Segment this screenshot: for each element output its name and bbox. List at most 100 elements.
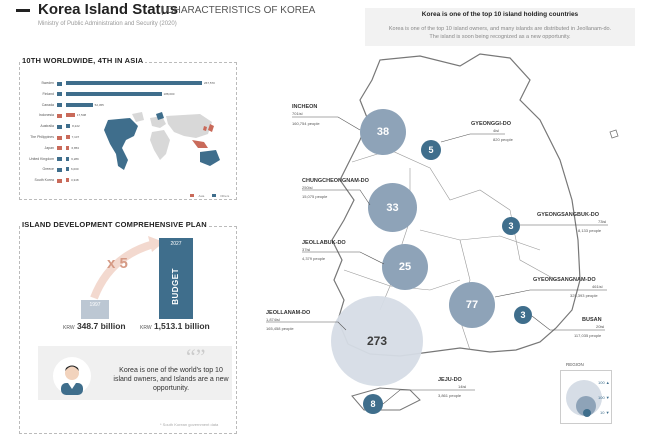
legend-asia-swatch [190, 194, 194, 197]
country-bar [66, 156, 70, 161]
circle-busan: 3 [514, 306, 532, 324]
highlight-line-1: Korea is one of the top 10 island owners… [388, 26, 612, 32]
label-jeonnam: JEOLLANAM-DO [266, 310, 311, 316]
country-flag-icon [57, 103, 62, 108]
stat-gyeongbuk-islands: 73isl [598, 219, 607, 224]
map-korea [203, 126, 207, 131]
stat-jeonbuk-people: 4,379 people [302, 256, 326, 261]
growth-arrow [90, 236, 164, 300]
label-chungnam: CHUNGCHEONGNAM-DO [302, 178, 369, 184]
map-europe [150, 116, 166, 128]
stat-gyeonggi-people: 820 people [493, 137, 513, 142]
country-name: Canada [41, 102, 54, 107]
country-bar [66, 81, 202, 85]
quote-marks-icon: “” [186, 344, 206, 369]
page-title: Korea Island Status [38, 1, 179, 18]
country-flag-icon [57, 135, 62, 140]
country-value: 8,222 [72, 124, 80, 129]
country-bar [66, 113, 75, 118]
world-map [104, 112, 220, 170]
country-value: 52,455 [94, 102, 104, 107]
country-name: The Philippines [30, 135, 54, 139]
country-name: Japan [44, 145, 54, 150]
legend-50-label: 100 [598, 395, 605, 400]
country-value: 6,853 [71, 145, 79, 150]
country-flag-icon [57, 157, 62, 162]
korea-border-3 [419, 229, 541, 251]
legend-asia-label: Asia [198, 194, 205, 198]
budget-bar-2027 [159, 238, 193, 319]
country-flag-icon [57, 124, 62, 129]
country-bar [66, 91, 162, 96]
country-flag-icon [57, 92, 62, 97]
year-2027: 2027 [170, 241, 182, 247]
country-name: Australia [40, 124, 54, 129]
country-bar [66, 167, 70, 172]
legend-circle-mid [576, 396, 596, 416]
stat-incheon-people: 160,754 people [292, 121, 320, 126]
country-value: 6,289 [71, 156, 79, 161]
growth-arrow-curve [90, 240, 156, 300]
country-value: 267,570 [204, 81, 215, 85]
country-flag-icon [57, 81, 62, 86]
stat-busan-people: 117,035 people [574, 333, 602, 338]
ranking-row: United Kingdom 6,289 [0, 156, 240, 163]
highlight-line-2: The island is soon being recognized as a… [429, 34, 571, 40]
ranking-heading: 10TH WORLDWIDE, 4TH IN ASIA [20, 56, 146, 65]
map-australia [200, 150, 220, 166]
legend-50: 100 ▼ [598, 395, 610, 400]
label-gyeongbuk: GYEONGSANGBUK-DO [537, 212, 600, 218]
map-japan [208, 124, 214, 132]
map-scandinavia [156, 112, 164, 120]
country-value: 17,508 [76, 113, 87, 118]
source-note: * South Korean government data [160, 422, 219, 427]
circle-gyeongbuk: 3 [502, 217, 520, 235]
highlight-title: Korea is one of the top 10 island holdin… [421, 11, 579, 18]
amount-2027-value: 1,513.1 billion [153, 321, 210, 331]
country-name: Greece [42, 167, 54, 172]
stat-incheon-islands: 701isl [292, 111, 303, 116]
amount-1997-unit: KRW [63, 325, 75, 331]
legend-10: 10 ▼ [600, 410, 610, 415]
legend-other-label: Others [220, 194, 230, 198]
country-value: 188,000 [163, 91, 175, 96]
label-busan: BUSAN [582, 317, 602, 323]
stat-jeonnam-islands: 1,874isl [266, 317, 280, 322]
country-bar [66, 124, 71, 129]
country-flag-icon [57, 178, 62, 183]
ranking-row: Japan 6,853 [0, 145, 240, 152]
country-name: Finland [42, 91, 54, 96]
legend-other-swatch [211, 194, 216, 197]
ranking-legend: Asia Others [190, 184, 229, 202]
stat-jeju-people: 3,861 people [438, 393, 462, 398]
ranking-row: Australia 8,222 [0, 123, 240, 130]
budget-bar-1997 [81, 300, 109, 319]
ranking-row: Sweden 267,570 [0, 80, 240, 87]
amount-1997: KRW 348.7 billion [63, 321, 126, 331]
stat-gyeongnam-people: 325,393 people [570, 293, 598, 298]
country-flag-icon [57, 146, 62, 151]
ranking-row: The Philippines 7,107 [0, 134, 240, 141]
legend-10-label: 10 [600, 410, 605, 415]
legend-100-label: 100 [598, 380, 605, 385]
circle-gyeongnam: 77 [449, 282, 495, 328]
amount-2027-unit: KRW [140, 325, 152, 331]
ranking-chart: Sweden 267,570 Finland 188,000 Canada 52,455 I… [0, 80, 240, 190]
label-incheon: INCHEON [292, 104, 318, 110]
circle-gyeonggi: 5 [421, 140, 441, 160]
stat-jeonbuk-islands: 37isl [302, 247, 311, 252]
page-subtitle: Ministry of Public Administration and Se… [38, 21, 177, 27]
circle-jeonbuk: 25 [382, 244, 428, 290]
label-gyeonggi: GYEONGGI-DO [471, 121, 512, 127]
label-jeju: JEJU-DO [438, 377, 462, 383]
label-jeonbuk: JEOLLABUK-DO [302, 240, 346, 246]
country-bar [66, 145, 70, 150]
circle-incheon: 38 [360, 109, 406, 155]
person-avatar [53, 357, 91, 395]
country-flag-icon [57, 167, 62, 172]
country-bar [66, 102, 93, 107]
map-americas [104, 118, 138, 170]
legend-circle-small [583, 409, 591, 417]
country-name: South Korea [34, 178, 54, 183]
